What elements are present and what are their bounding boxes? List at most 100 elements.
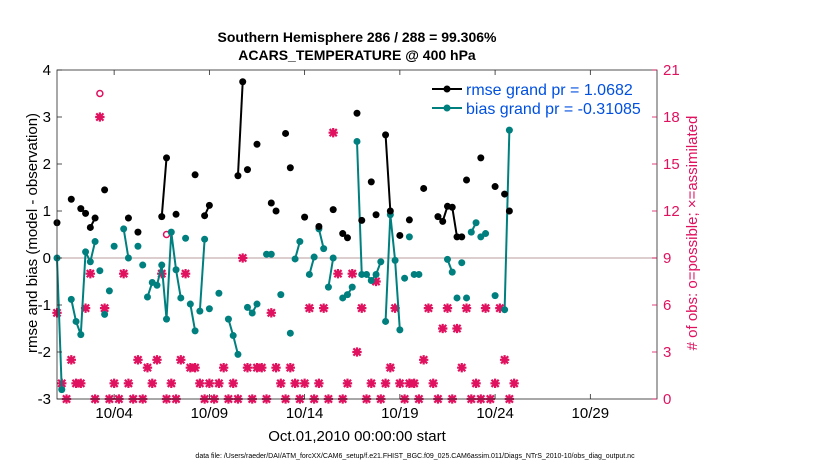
- rmse-point: [82, 209, 90, 217]
- bias-point: [215, 289, 223, 297]
- legend: rmse grand pr = 1.0682 bias grand pr = -…: [432, 82, 641, 118]
- obs-assimilated-marker: [342, 378, 353, 389]
- y-left-tick-label: -3: [38, 391, 51, 408]
- rmse-point: [329, 206, 337, 214]
- rmse-point: [491, 183, 499, 191]
- obs-assimilated-marker: [147, 378, 157, 389]
- y-right-tick-label: 21: [663, 62, 680, 79]
- rmse-point: [405, 216, 413, 224]
- rmse-point: [77, 205, 85, 213]
- rmse-point: [448, 203, 456, 211]
- bias-point: [196, 307, 204, 315]
- chart-title-line-1: Southern Hemisphere 286 / 288 = 99.306%: [218, 29, 498, 45]
- bias-point: [91, 238, 99, 246]
- obs-assimilated-marker: [314, 378, 324, 389]
- rmse-point: [239, 78, 247, 86]
- bias-point: [482, 230, 490, 238]
- bias-point: [448, 268, 456, 276]
- x-tick-label: 10/09: [191, 405, 229, 422]
- bias-point: [67, 295, 75, 303]
- bias-point: [372, 270, 380, 278]
- obs-assimilated-marker: [347, 268, 357, 279]
- x-tick-label: 10/14: [286, 405, 324, 422]
- obs-assimilated-marker: [428, 378, 438, 389]
- bias-point: [501, 306, 509, 314]
- bias-point: [401, 274, 409, 282]
- y-left-tick-label: -2: [38, 344, 51, 361]
- bias-point: [86, 258, 94, 266]
- legend-rmse-label: rmse grand pr = 1.0682: [466, 82, 633, 99]
- x-tick-label: 10/04: [95, 405, 133, 422]
- bias-point: [472, 219, 480, 227]
- obs-assimilated-marker: [352, 347, 362, 357]
- bias-point: [124, 254, 132, 262]
- rmse-point: [315, 223, 323, 231]
- y-left-tick-label: -1: [38, 297, 51, 314]
- obs-assimilated-marker: [395, 378, 405, 389]
- rmse-line-segment: [160, 157, 168, 217]
- obs-assimilated-marker: [333, 268, 343, 279]
- bias-point: [205, 305, 213, 313]
- bias-point: [267, 250, 275, 258]
- y-left-tick-label: 1: [43, 203, 51, 220]
- obs-assimilated-marker: [290, 378, 300, 389]
- bias-line-segment: [189, 303, 197, 332]
- bias-point: [348, 283, 356, 291]
- bias-point: [143, 293, 151, 301]
- rmse-point: [501, 190, 509, 198]
- bias-point: [367, 277, 375, 285]
- obs-assimilated-marker: [366, 378, 376, 389]
- y-right-axis-ticks: 0 3 6 9 12 15 18 21: [652, 62, 680, 408]
- rmse-point: [382, 131, 390, 139]
- rmse-point: [367, 178, 375, 186]
- x-axis-ticks: 10/04 10/09 10/14 10/19 10/24 10/29: [95, 70, 609, 422]
- bias-point: [77, 331, 85, 339]
- obs-assimilated-marker: [276, 378, 286, 389]
- obs-assimilated-marker: [185, 362, 196, 373]
- bias-point: [234, 350, 242, 358]
- bias-point: [505, 126, 513, 134]
- bias-point: [277, 291, 285, 299]
- obs-assimilated-marker: [452, 323, 462, 334]
- bias-point: [353, 137, 361, 145]
- bias-point: [377, 258, 385, 266]
- obs-assimilated-marker: [480, 303, 491, 313]
- bias-point: [229, 332, 237, 340]
- bias-point: [134, 242, 142, 250]
- obs-assimilated-marker: [490, 378, 500, 389]
- obs-assimilated-marker: [495, 303, 505, 313]
- rmse-line-segment: [384, 134, 392, 212]
- rmse-point: [205, 201, 213, 209]
- bias-line-segment: [327, 257, 335, 288]
- obs-assimilated-marker: [285, 362, 296, 373]
- bias-point: [296, 238, 304, 246]
- rmse-point: [372, 211, 380, 219]
- rmse-point: [67, 195, 75, 203]
- obs-assimilated-marker: [95, 112, 105, 122]
- rmse-point: [272, 207, 280, 215]
- bias-point: [382, 317, 390, 325]
- obs-assimilated-marker: [499, 355, 510, 365]
- rmse-point: [301, 213, 309, 221]
- bias-point: [120, 225, 128, 233]
- bias-point: [58, 386, 66, 394]
- bias-point: [182, 234, 190, 242]
- plot-area: 10/04 10/09 10/14 10/19 10/24 10/29 -3-2-1012…: [38, 62, 680, 422]
- legend-rmse-marker: [443, 85, 451, 93]
- rmse-point: [243, 166, 251, 174]
- bias-point: [458, 259, 466, 267]
- obs-assimilated-marker: [409, 378, 419, 389]
- rmse-point: [267, 199, 275, 207]
- rmse-point: [439, 217, 447, 225]
- y-left-tick-label: 2: [43, 156, 51, 173]
- bias-point: [310, 253, 318, 261]
- obs-assimilated-marker: [471, 378, 481, 389]
- obs-assimilated-marker: [71, 378, 81, 389]
- rmse-point: [282, 129, 290, 137]
- obs-assimilated-marker: [404, 378, 415, 389]
- bias-point: [191, 327, 199, 335]
- rmse-point: [339, 230, 347, 238]
- rmse-point: [253, 140, 261, 148]
- bias-point: [201, 235, 209, 243]
